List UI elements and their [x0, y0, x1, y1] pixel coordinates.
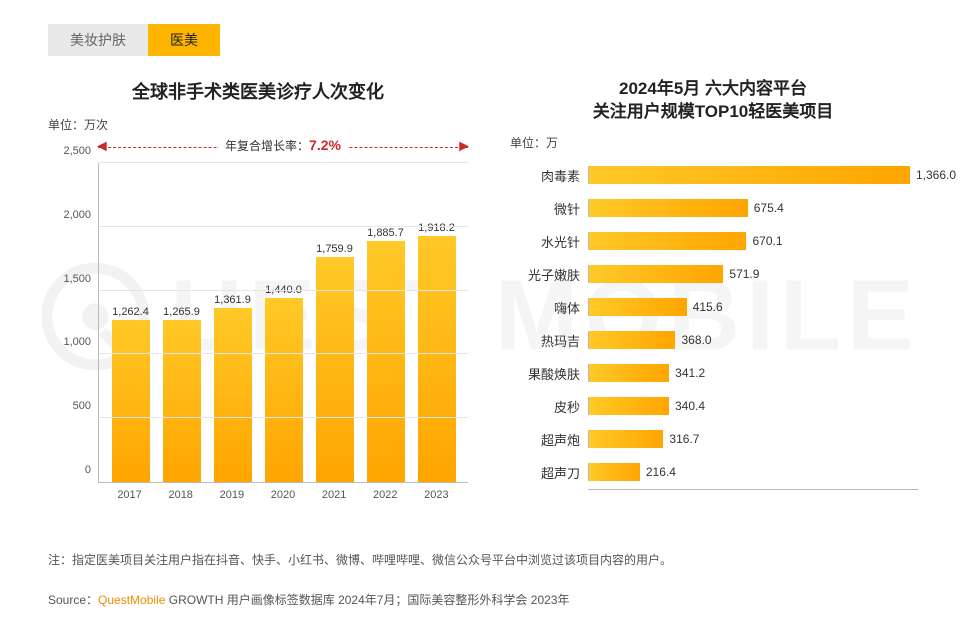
tab-beauty[interactable]: 美妆护肤 [48, 24, 148, 56]
column-xlabel: 2020 [261, 489, 305, 501]
column-ytick: 1,000 [63, 336, 99, 348]
hbar-row: 光子嫩肤 571.9 [508, 258, 918, 291]
column-plot-area: 1,262.4 1,265.9 1,361.9 1,440.0 1,759.9 1,885… [98, 163, 468, 483]
hbar-value: 368.0 [681, 333, 711, 347]
column-xlabel: 2023 [414, 489, 458, 501]
column-xlabel: 2021 [312, 489, 356, 501]
column-bar-value: 1,262.4 [112, 306, 149, 318]
tab-bar: 美妆护肤 医美 [48, 24, 220, 56]
hbar-category: 果酸焕肤 [508, 364, 588, 383]
hbar-row: 热玛吉 368.0 [508, 324, 918, 357]
hbar-value: 571.9 [729, 267, 759, 281]
arrow-right-icon: ► [456, 140, 472, 154]
hbar-category: 微针 [508, 199, 588, 218]
column-xlabel: 2019 [210, 489, 254, 501]
source-line: Source：QuestMobile GROWTH 用户画像标签数据库 2024… [48, 591, 569, 608]
hbar-category: 肉毒素 [508, 166, 588, 185]
hbar-value: 675.4 [754, 201, 784, 215]
column-x-axis: 2017 2018 2019 2020 2021 2022 2023 [98, 483, 468, 501]
column-xlabel: 2018 [159, 489, 203, 501]
column-xlabel: 2022 [363, 489, 407, 501]
column-xlabel: 2017 [108, 489, 152, 501]
column-ytick: 0 [85, 464, 99, 476]
hbar-plot-area: 肉毒素1,366.0 微针 675.4 水光针 670.1 光子嫩肤 571.9 嗨体 415.… [508, 155, 918, 489]
hbar-row: 果酸焕肤 341.2 [508, 357, 918, 390]
hbar-category: 水光针 [508, 232, 588, 251]
column-chart-unit: 单位：万次 [48, 116, 468, 133]
cagr-indicator: ◄ ► 年复合增长率：7.2% [98, 137, 468, 157]
hbar-row: 肉毒素1,366.0 [508, 159, 918, 192]
column-ytick: 2,000 [63, 209, 99, 221]
hbar-row: 超声刀 216.4 [508, 456, 918, 489]
column-bar: 1,918.2 [415, 222, 459, 482]
hbar-row: 微针 675.4 [508, 192, 918, 225]
column-ytick: 2,500 [63, 145, 99, 157]
hbar-value: 216.4 [646, 465, 676, 479]
hbar-chart: 2024年5月 六大内容平台 关注用户规模TOP10轻医美项目 单位：万 肉毒素… [508, 78, 918, 490]
tab-medical-beauty[interactable]: 医美 [148, 24, 220, 56]
hbar-x-axis [588, 489, 918, 490]
hbar-row: 水光针 670.1 [508, 225, 918, 258]
hbar-row: 皮秒 340.4 [508, 390, 918, 423]
column-bar-value: 1,361.9 [214, 294, 251, 306]
hbar-category: 热玛吉 [508, 331, 588, 350]
column-ytick: 1,500 [63, 273, 99, 285]
column-bar: 1,265.9 [160, 306, 204, 482]
hbar-row: 超声炮 316.7 [508, 423, 918, 456]
footnote: 注：指定医美项目关注用户指在抖音、快手、小红书、微博、哔哩哔哩、微信公众号平台中… [48, 551, 912, 568]
hbar-category: 嗨体 [508, 298, 588, 317]
hbar-value: 340.4 [675, 399, 705, 413]
column-chart-title: 全球非手术类医美诊疗人次变化 [48, 78, 468, 104]
hbar-chart-title: 2024年5月 六大内容平台 关注用户规模TOP10轻医美项目 [508, 78, 918, 124]
column-ytick: 500 [73, 400, 99, 412]
hbar-value: 341.2 [675, 366, 705, 380]
hbar-value: 316.7 [669, 432, 699, 446]
hbar-value: 415.6 [693, 300, 723, 314]
hbar-chart-unit: 单位：万 [510, 134, 918, 151]
column-chart: 全球非手术类医美诊疗人次变化 单位：万次 ◄ ► 年复合增长率：7.2% 1,2… [48, 78, 468, 501]
cagr-prefix: 年复合增长率： [225, 139, 309, 153]
column-bar-value: 1,885.7 [367, 227, 404, 239]
column-bar-value: 1,918.2 [418, 222, 455, 234]
cagr-rate: 7.2% [309, 137, 341, 153]
source-brand: QuestMobile [98, 593, 165, 607]
column-bar: 1,361.9 [211, 294, 255, 482]
hbar-category: 超声刀 [508, 463, 588, 482]
hbar-value: 670.1 [752, 234, 782, 248]
column-bar-value: 1,265.9 [163, 306, 200, 318]
hbar-category: 光子嫩肤 [508, 265, 588, 284]
column-bar-value: 1,759.9 [316, 243, 353, 255]
column-bar: 1,262.4 [109, 306, 153, 482]
hbar-value: 1,366.0 [916, 168, 956, 182]
column-bar: 1,759.9 [313, 243, 357, 482]
column-bar: 1,440.0 [262, 284, 306, 482]
hbar-category: 皮秒 [508, 397, 588, 416]
hbar-row: 嗨体 415.6 [508, 291, 918, 324]
hbar-category: 超声炮 [508, 430, 588, 449]
